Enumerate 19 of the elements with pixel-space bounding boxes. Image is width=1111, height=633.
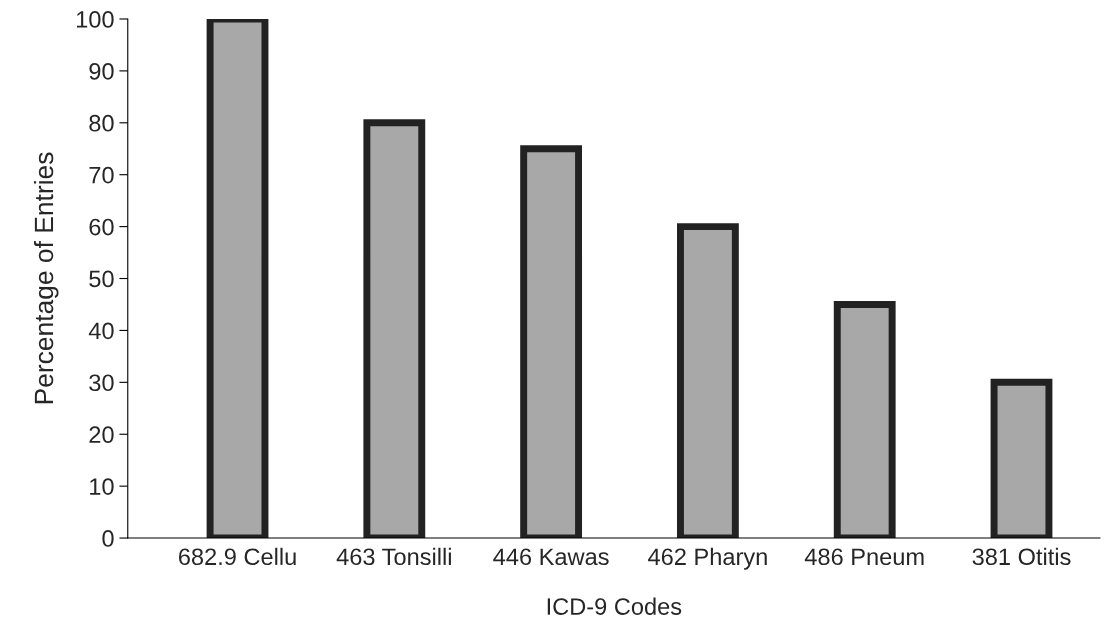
- y-tick-label: 60: [89, 218, 114, 236]
- y-tick-label: 0: [102, 530, 114, 547]
- y-tick-label: 10: [90, 478, 114, 495]
- y-tick-label: 20: [89, 426, 114, 444]
- y-tick-label: 70: [89, 166, 114, 184]
- y-tick-label: 100: [76, 11, 114, 28]
- x-tick-label: 682.9 Cellu: [179, 547, 296, 566]
- y-tick-label: 80: [89, 114, 114, 132]
- x-tick-label: 381 Otitis: [972, 547, 1071, 566]
- y-tick-label: 40: [88, 322, 114, 340]
- y-tick-label: 50: [89, 270, 114, 288]
- x-tick-label: 486 Pneum: [804, 548, 924, 566]
- x-tick-label: 462 Pharyn: [648, 547, 767, 570]
- x-axis-title: ICD-9 Codes: [547, 597, 682, 615]
- x-tick-label: 463 Tonsilli: [336, 547, 451, 566]
- x-tick-label: 446 Kawas: [493, 548, 609, 566]
- y-axis-title: Percentage of Entries: [33, 152, 59, 404]
- y-tick-label: 30: [89, 374, 114, 392]
- y-tick-label: 90: [89, 62, 114, 80]
